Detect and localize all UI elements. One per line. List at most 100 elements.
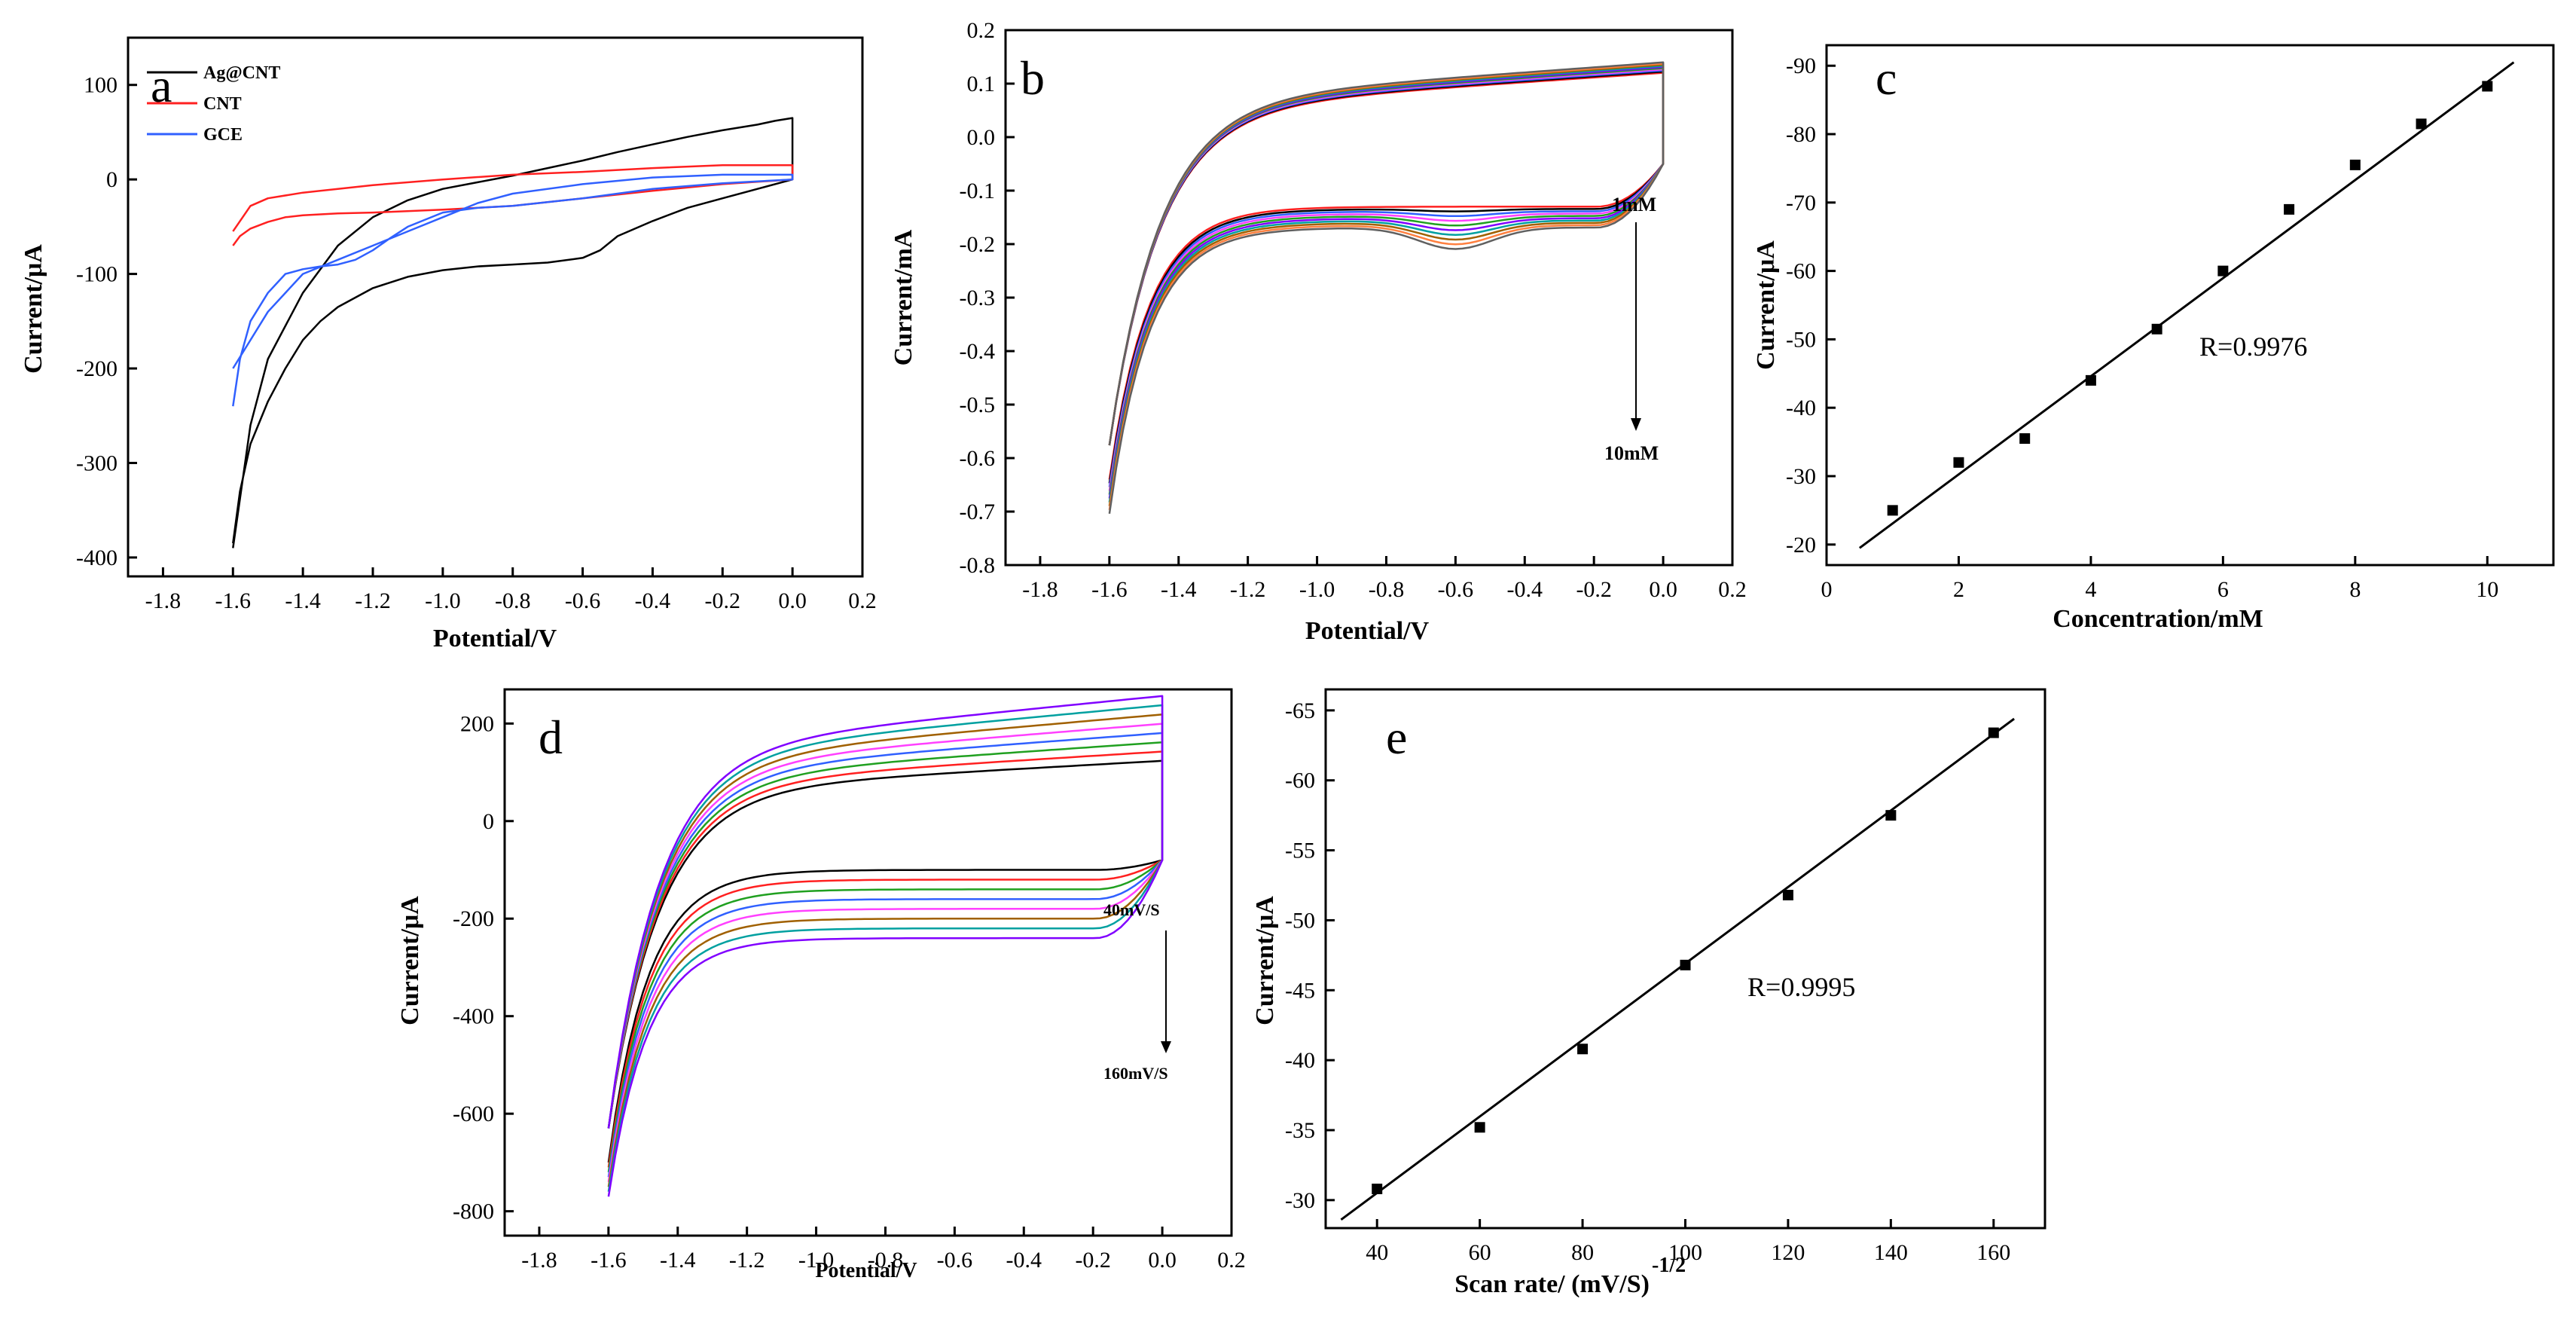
y-tick-label: -0.2 (960, 232, 996, 257)
panel-a-x-title: Potential/V (433, 625, 557, 652)
cv-curve-6 (1108, 66, 1665, 499)
data-point (1372, 1184, 1383, 1194)
cv-curve-8 (607, 695, 1164, 1197)
x-tick-label: -1.6 (1091, 577, 1128, 602)
cv-curve-7 (1108, 65, 1665, 503)
y-tick-label: -200 (76, 356, 118, 381)
y-tick-label: -65 (1285, 698, 1315, 723)
x-tick-label: 2 (1953, 577, 1964, 602)
x-tick-label: 0.2 (848, 588, 877, 613)
y-tick-label: -0.1 (960, 179, 996, 203)
panel-e-letter: e (1386, 710, 1407, 764)
x-tick-label: 40 (1366, 1240, 1388, 1265)
panel-a-frame (127, 36, 864, 578)
y-tick-label: -0.7 (960, 500, 996, 524)
cv-curve-2 (1108, 70, 1665, 484)
panel-d-y-title: Current/μA (396, 896, 424, 1025)
legend-label-cnt: CNT (203, 94, 242, 114)
panel-a-legend: Ag@CNT CNT GCE (147, 63, 280, 145)
x-tick-label: -0.4 (635, 588, 671, 613)
x-tick-label: 80 (1571, 1240, 1594, 1265)
panel-e-x-title-superscript: -1/2 (1652, 1254, 1686, 1277)
fit-line (1858, 61, 2515, 549)
cv-curve-3 (607, 741, 1164, 1172)
y-tick-label: -40 (1786, 396, 1816, 420)
y-tick-label: 0.0 (967, 125, 996, 150)
panel-a: -1.8 -1.6 -1.4 -1.2 -1.0 -0.8 -0.6 -0.4 -0.2 0.0 0… (20, 36, 877, 652)
panel-b-arrow-head (1631, 418, 1641, 431)
x-tick-label: -1.8 (521, 1248, 557, 1273)
cv-curve-10 (1108, 61, 1665, 514)
y-tick-label: -35 (1285, 1118, 1315, 1143)
y-tick-label: 0.1 (967, 72, 996, 96)
panel-e-x-title: Scan rate/ (mV/S) (1454, 1270, 1650, 1298)
data-point (1474, 1122, 1485, 1133)
data-point (1885, 810, 1897, 821)
panel-c: 0 2 4 6 8 10 -20 -30 -40 -50 -60 -70 -80 -90 c R=0.9… (1752, 44, 2555, 633)
panel-c-y-ticks: -20 -30 -40 -50 -60 -70 -80 -90 (1786, 53, 1836, 558)
x-tick-label: -1.2 (355, 588, 391, 613)
data-point (2019, 433, 2031, 445)
panel-e: 40 60 80 100 120 140 160 -30 -35 -40 -45 -50 -55 -60… (1251, 688, 2046, 1298)
panel-d-x-ticks: -1.8 -1.6 -1.4 -1.2 -1.0 -0.8 -0.6 -0.4 -0.2 0.0 0… (521, 1227, 1246, 1273)
panel-a-x-ticks: -1.8 -1.6 -1.4 -1.2 -1.0 -0.8 -0.6 -0.4 -0.2 0.0 0… (145, 567, 877, 613)
x-tick-label: 0 (1821, 577, 1833, 602)
x-tick-label: -1.4 (660, 1248, 696, 1273)
panel-d-annotation-start: 40mV/S (1103, 900, 1160, 919)
x-tick-label: -0.6 (937, 1248, 973, 1273)
y-tick-label: 200 (460, 711, 494, 736)
panel-d-x-title: Potential/V (815, 1259, 917, 1282)
panel-b: -1.8 -1.6 -1.4 -1.2 -1.0 -0.8 -0.6 -0.4 -0.2 0.0 0… (890, 18, 1747, 645)
x-tick-label: -1.6 (591, 1248, 627, 1273)
x-tick-label: 0.2 (1718, 577, 1747, 602)
data-point (2482, 81, 2493, 92)
y-tick-label: -300 (76, 451, 118, 475)
data-point (2349, 159, 2361, 170)
x-tick-label: -0.4 (1006, 1248, 1042, 1273)
y-tick-label: -90 (1786, 53, 1816, 78)
cv-curve-3 (1108, 69, 1665, 487)
data-point (1988, 727, 1999, 738)
y-tick-label: -400 (76, 545, 118, 570)
data-point (1680, 959, 1691, 970)
x-tick-label: -1.8 (145, 588, 182, 613)
panel-e-y-ticks: -30 -35 -40 -45 -50 -55 -60 -65 (1285, 698, 1335, 1213)
panel-d: -1.8 -1.6 -1.4 -1.2 -1.0 -0.8 -0.6 -0.4 -0.2 0.0 0… (396, 688, 1246, 1282)
y-tick-label: -30 (1786, 464, 1816, 489)
panel-d-letter: d (539, 710, 563, 764)
x-tick-label: -1.4 (1161, 577, 1197, 602)
x-tick-label: 120 (1771, 1240, 1805, 1265)
y-tick-label: -0.8 (960, 553, 996, 578)
panel-e-r-value: R=0.9995 (1747, 972, 1855, 1002)
panel-d-y-ticks: 200 0 -200 -400 -600 -800 (453, 711, 514, 1224)
data-point (2085, 374, 2096, 386)
fit-line (1340, 717, 2015, 1221)
x-tick-label: 140 (1874, 1240, 1908, 1265)
data-point (2217, 265, 2229, 277)
cv-curve-5 (607, 723, 1164, 1182)
y-tick-label: -60 (1786, 259, 1816, 284)
data-point (2151, 323, 2162, 335)
x-tick-label: 100 (1668, 1240, 1702, 1265)
cv-curve-9 (1108, 63, 1665, 510)
y-tick-label: -50 (1786, 327, 1816, 352)
x-tick-label: -0.6 (1438, 577, 1474, 602)
panel-b-x-title: Potential/V (1305, 617, 1430, 645)
panel-b-x-ticks: -1.8 -1.6 -1.4 -1.2 -1.0 -0.8 -0.6 -0.4 -0.2 0.0 0… (1022, 556, 1747, 602)
x-tick-label: -1.0 (798, 1248, 835, 1273)
y-tick-label: -800 (453, 1199, 494, 1224)
y-tick-label: -60 (1285, 769, 1315, 793)
x-tick-label: 10 (2476, 577, 2498, 602)
y-tick-label: -45 (1285, 978, 1315, 1003)
panel-c-marks (1858, 61, 2515, 549)
x-tick-label: -0.4 (1507, 577, 1543, 602)
panel-c-letter: c (1876, 51, 1897, 105)
y-tick-label: -0.6 (960, 446, 996, 471)
panel-b-y-title: Current/mA (890, 229, 917, 365)
cv-curve-8 (1108, 63, 1665, 506)
panel-a-y-title: Current/μA (20, 244, 47, 374)
panel-c-frame (1825, 44, 2555, 567)
x-tick-label: 0.0 (1148, 1248, 1177, 1273)
x-tick-label: -1.6 (215, 588, 252, 613)
